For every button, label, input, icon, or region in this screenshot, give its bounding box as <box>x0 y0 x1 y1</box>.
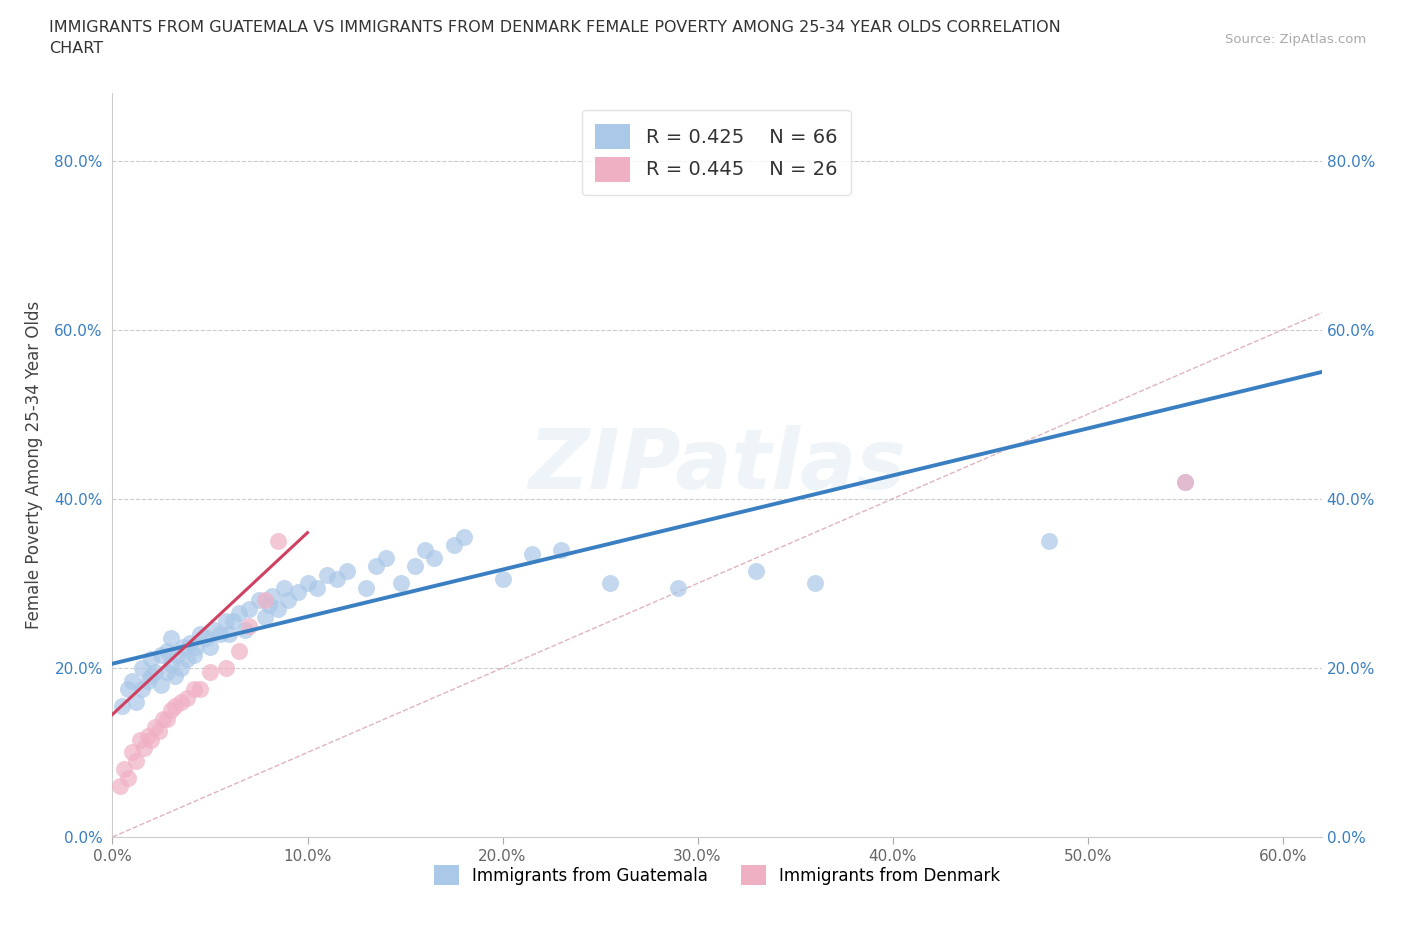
Point <box>170 660 193 675</box>
Point <box>443 538 465 552</box>
Point <box>238 618 260 633</box>
Point <box>404 559 426 574</box>
Legend: Immigrants from Guatemala, Immigrants from Denmark: Immigrants from Guatemala, Immigrants fr… <box>427 858 1007 892</box>
Point <box>160 657 183 671</box>
Point <box>745 564 768 578</box>
Text: ZIPatlas: ZIPatlas <box>529 424 905 506</box>
Point <box>131 682 153 697</box>
Point <box>141 732 163 747</box>
Point <box>163 669 186 684</box>
Point <box>1174 474 1197 489</box>
Point <box>233 622 256 637</box>
Point <box>160 631 183 645</box>
Point <box>152 711 174 726</box>
Point <box>188 627 211 642</box>
Point <box>228 644 250 658</box>
Point <box>172 639 194 654</box>
Point <box>364 559 387 574</box>
Point <box>166 648 188 663</box>
Point <box>121 673 143 688</box>
Point <box>335 564 357 578</box>
Point <box>287 584 309 599</box>
Point <box>326 572 349 587</box>
Point <box>273 580 295 595</box>
Point <box>374 551 396 565</box>
Text: IMMIGRANTS FROM GUATEMALA VS IMMIGRANTS FROM DENMARK FEMALE POVERTY AMONG 25-34 : IMMIGRANTS FROM GUATEMALA VS IMMIGRANTS … <box>49 20 1062 35</box>
Point <box>247 592 270 607</box>
Point <box>214 614 236 629</box>
Point <box>453 529 475 544</box>
Text: Source: ZipAtlas.com: Source: ZipAtlas.com <box>1226 33 1367 46</box>
Point <box>413 542 436 557</box>
Point <box>112 762 135 777</box>
Point <box>121 745 143 760</box>
Point <box>148 724 170 738</box>
Point <box>666 580 689 595</box>
Point <box>195 631 218 645</box>
Point <box>257 597 280 612</box>
Point <box>307 580 329 595</box>
Point <box>145 665 167 680</box>
Point <box>218 627 240 642</box>
Point <box>198 639 221 654</box>
Point <box>136 673 159 688</box>
Point <box>262 589 284 604</box>
Point <box>208 627 231 642</box>
Point <box>111 698 134 713</box>
Point <box>253 610 276 625</box>
Point <box>132 741 155 756</box>
Point <box>520 546 543 561</box>
Point <box>176 690 198 705</box>
Point <box>183 648 205 663</box>
Point <box>423 551 446 565</box>
Point <box>145 720 167 735</box>
Point <box>141 669 163 684</box>
Point <box>238 602 260 617</box>
Point <box>183 682 205 697</box>
Point <box>150 648 173 663</box>
Point <box>150 677 173 692</box>
Point <box>125 753 148 768</box>
Point <box>110 778 132 793</box>
Point <box>156 665 179 680</box>
Point <box>128 732 150 747</box>
Point <box>117 682 139 697</box>
Point <box>214 660 236 675</box>
Point <box>599 576 621 591</box>
Point <box>186 639 208 654</box>
Point <box>267 602 290 617</box>
Point <box>156 711 179 726</box>
Point <box>228 605 250 620</box>
Point <box>188 682 211 697</box>
Point <box>354 580 377 595</box>
Point <box>550 542 572 557</box>
Point <box>179 635 201 650</box>
Point <box>803 576 825 591</box>
Point <box>267 534 290 549</box>
Point <box>1038 534 1060 549</box>
Point <box>160 703 183 718</box>
Point <box>297 576 319 591</box>
Point <box>125 695 148 710</box>
Point <box>222 614 245 629</box>
Y-axis label: Female Poverty Among 25-34 Year Olds: Female Poverty Among 25-34 Year Olds <box>25 301 44 629</box>
Point <box>198 665 221 680</box>
Point <box>136 728 159 743</box>
Point <box>316 567 339 582</box>
Point <box>163 698 186 713</box>
Point <box>277 592 299 607</box>
Point <box>141 652 163 667</box>
Point <box>176 652 198 667</box>
Point <box>156 644 179 658</box>
Point <box>117 770 139 785</box>
Point <box>131 660 153 675</box>
Point <box>202 622 225 637</box>
Point <box>1174 474 1197 489</box>
Text: CHART: CHART <box>49 41 103 56</box>
Point <box>389 576 412 591</box>
Point <box>491 572 513 587</box>
Point <box>253 592 276 607</box>
Point <box>170 695 193 710</box>
